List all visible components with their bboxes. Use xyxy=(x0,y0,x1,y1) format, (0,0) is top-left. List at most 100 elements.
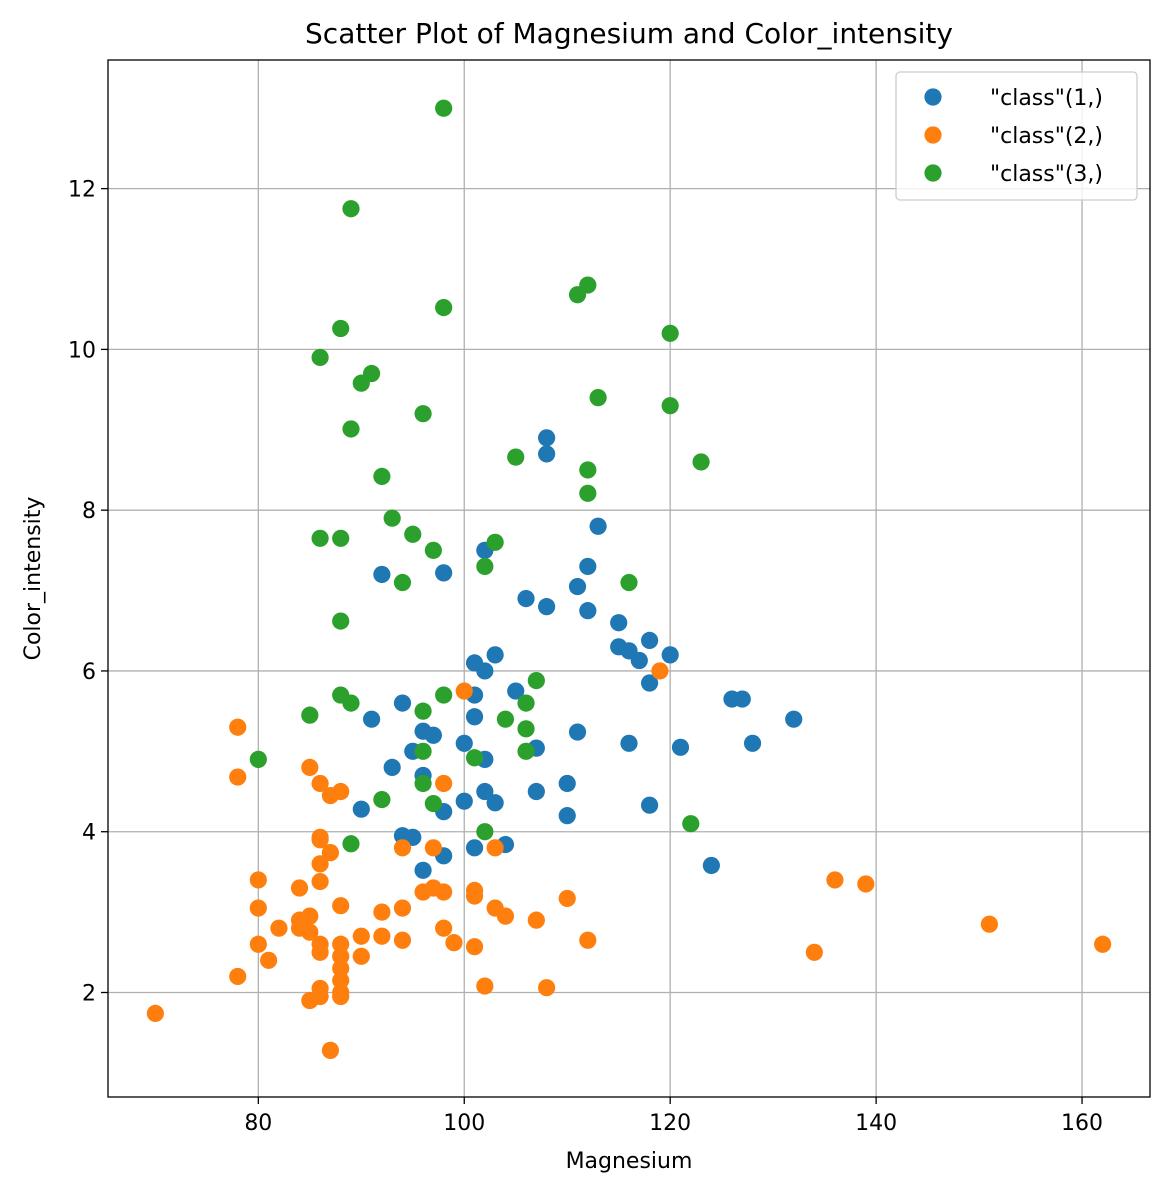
data-point xyxy=(311,855,329,873)
data-point xyxy=(383,509,401,527)
data-point xyxy=(393,931,412,949)
data-point xyxy=(414,722,432,740)
data-point xyxy=(558,889,576,908)
data-point xyxy=(435,564,453,582)
data-point xyxy=(465,708,484,726)
data-point xyxy=(465,887,484,905)
data-point xyxy=(435,686,453,704)
data-point xyxy=(486,839,504,857)
data-point xyxy=(301,758,319,777)
data-point xyxy=(805,943,823,961)
data-point xyxy=(445,934,463,952)
data-point xyxy=(311,831,329,849)
data-point xyxy=(373,565,391,584)
data-point xyxy=(311,529,329,547)
data-point xyxy=(311,348,329,367)
data-point xyxy=(486,646,504,664)
data-point xyxy=(229,768,247,786)
data-point xyxy=(424,839,442,857)
data-point xyxy=(362,364,381,383)
data-point xyxy=(507,448,525,466)
data-point xyxy=(476,557,494,576)
data-point xyxy=(455,682,473,700)
legend-box xyxy=(895,71,1138,201)
data-point xyxy=(496,907,515,925)
data-point xyxy=(476,782,494,801)
data-point xyxy=(321,844,340,862)
data-point xyxy=(630,651,648,670)
data-point xyxy=(435,298,453,317)
data-point xyxy=(517,589,535,608)
data-point xyxy=(465,839,484,857)
data-point xyxy=(332,612,350,630)
data-point xyxy=(579,461,597,479)
x-tick-label: 100 xyxy=(443,1111,485,1136)
data-point xyxy=(527,782,545,801)
data-point xyxy=(857,875,875,893)
data-point xyxy=(332,319,350,338)
data-point xyxy=(435,919,453,937)
data-point xyxy=(342,835,360,853)
legend-marker xyxy=(924,126,942,144)
data-point xyxy=(455,734,473,752)
data-point xyxy=(579,484,597,502)
data-point xyxy=(311,943,329,961)
data-point xyxy=(260,951,278,969)
data-point xyxy=(579,602,597,620)
data-point xyxy=(332,987,350,1006)
data-point xyxy=(661,397,679,415)
legend-marker xyxy=(924,88,942,106)
data-point xyxy=(476,977,494,995)
data-point xyxy=(640,796,659,814)
data-point xyxy=(486,533,504,551)
data-point xyxy=(435,99,453,117)
data-point xyxy=(538,598,556,616)
data-point xyxy=(424,541,442,559)
data-point xyxy=(661,324,679,342)
data-point xyxy=(393,899,412,917)
data-point xyxy=(249,899,267,917)
data-point xyxy=(229,967,247,986)
data-point xyxy=(352,800,370,818)
data-point xyxy=(146,1004,164,1022)
data-point xyxy=(229,718,247,736)
data-point xyxy=(651,662,669,680)
data-point xyxy=(373,927,391,945)
data-point xyxy=(393,827,412,845)
data-point xyxy=(496,710,515,728)
data-point xyxy=(332,959,350,977)
data-point xyxy=(465,938,484,956)
data-point xyxy=(321,1041,340,1059)
data-point xyxy=(517,742,535,760)
data-point xyxy=(517,694,535,712)
data-point xyxy=(332,935,350,953)
series-2 xyxy=(146,662,1112,1059)
data-point xyxy=(414,405,432,423)
data-point xyxy=(579,276,597,294)
data-point xyxy=(332,897,350,915)
data-point xyxy=(332,971,350,990)
data-point xyxy=(414,774,432,793)
data-point xyxy=(589,389,607,407)
data-point xyxy=(373,903,391,921)
data-point xyxy=(352,947,370,965)
y-tick-label: 8 xyxy=(82,499,96,524)
data-point xyxy=(249,871,267,889)
y-tick-label: 10 xyxy=(68,338,96,363)
data-point xyxy=(980,915,998,933)
data-point xyxy=(465,749,484,767)
data-point xyxy=(362,710,381,728)
axis-ticks: 80 100 120 140 160 2 4 6 8 10 12 xyxy=(68,178,1103,1136)
data-point xyxy=(640,631,659,649)
y-tick-label: 6 xyxy=(82,660,96,685)
y-tick-label: 4 xyxy=(82,821,96,846)
data-point xyxy=(332,782,350,801)
chart-title: Scatter Plot of Magnesium and Color_inte… xyxy=(305,17,953,50)
data-point xyxy=(671,738,690,756)
data-point xyxy=(538,429,556,447)
data-point xyxy=(538,445,556,463)
data-point xyxy=(414,742,432,760)
data-point xyxy=(342,420,360,438)
data-point xyxy=(538,979,556,997)
